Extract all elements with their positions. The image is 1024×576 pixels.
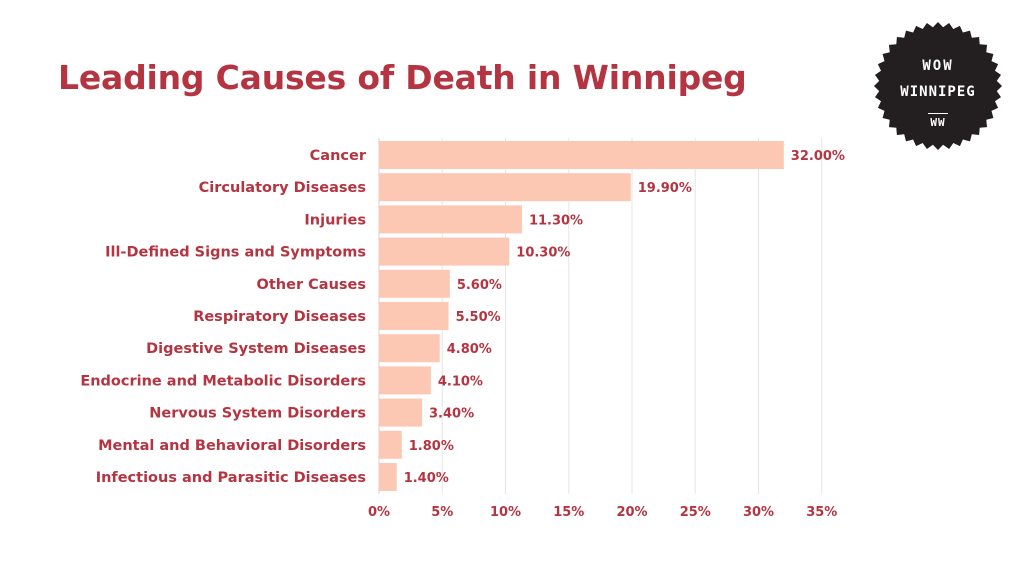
value-label: 19.90% [638, 181, 692, 196]
bar [379, 173, 631, 202]
x-tick-label: 35% [806, 505, 837, 520]
bar [379, 334, 440, 363]
category-label: Mental and Behavioral Disorders [98, 438, 366, 454]
value-label: 3.40% [429, 407, 474, 422]
category-label: Injuries [304, 212, 366, 228]
bars [379, 141, 784, 491]
value-labels: 32.00% 19.90% 11.30% 10.30% 5.60% 5.50% 4.80% 4… [404, 149, 845, 486]
bar [379, 141, 784, 169]
category-label: Other Causes [257, 277, 366, 293]
wow-winnipeg-logo: WOW WINNIPEG WW [872, 20, 1004, 152]
value-label: 1.40% [404, 471, 449, 486]
bar [379, 205, 522, 234]
bar [379, 430, 402, 459]
category-label: Circulatory Diseases [199, 180, 366, 196]
category-label: Endocrine and Metabolic Disorders [80, 373, 366, 389]
value-label: 4.80% [447, 342, 492, 357]
category-label: Infectious and Parasitic Diseases [96, 470, 366, 486]
x-tick-label: 25% [680, 505, 711, 520]
category-labels: Cancer Circulatory Diseases Injuries Ill-De… [80, 148, 367, 486]
category-label: Respiratory Diseases [193, 309, 366, 325]
x-tick-label: 10% [490, 505, 521, 520]
bar [379, 269, 450, 298]
bar [379, 302, 449, 330]
value-label: 4.10% [438, 374, 483, 389]
category-label: Ill-Defined Signs and Symptoms [105, 245, 366, 261]
category-label: Cancer [310, 148, 367, 164]
logo-line-winnipeg: WINNIPEG [900, 84, 976, 100]
logo-badge-icon [874, 22, 1002, 150]
bar [379, 463, 397, 491]
category-label: Nervous System Disorders [149, 406, 366, 422]
x-tick-label: 5% [431, 505, 453, 520]
x-tick-label: 30% [743, 505, 774, 520]
chart-title: Leading Causes of Death in Winnipeg [58, 58, 747, 97]
logo-line-wow: WOW [922, 58, 954, 74]
x-axis-ticks: 0% 5% 10% 15% 20% 25% 30% 35% [368, 505, 837, 520]
x-tick-label: 0% [368, 505, 390, 520]
logo-rule [928, 113, 948, 114]
value-label: 5.60% [457, 278, 502, 293]
bar [379, 237, 510, 266]
x-tick-label: 15% [553, 505, 584, 520]
bar [379, 366, 431, 395]
x-tick-label: 20% [616, 505, 647, 520]
value-label: 32.00% [791, 149, 845, 164]
value-label: 11.30% [529, 213, 583, 228]
category-label: Digestive System Diseases [146, 341, 366, 357]
value-label: 10.30% [516, 246, 570, 261]
bar [379, 398, 423, 427]
value-label: 5.50% [456, 310, 501, 325]
logo-line-ww: WW [930, 116, 946, 129]
value-label: 1.80% [409, 439, 454, 454]
